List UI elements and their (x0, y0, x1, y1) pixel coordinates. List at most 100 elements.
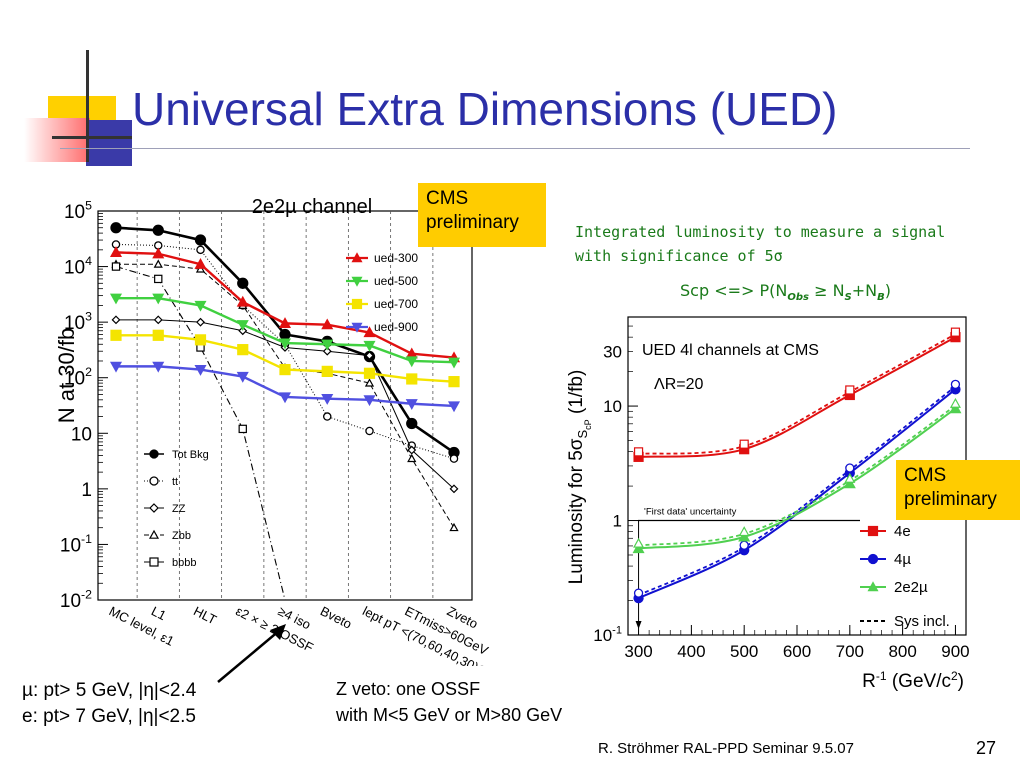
cutflow-plot-group: 10-2 10-1 1 10 102 103 104 105 N at 30/fb 2e2µ ch… (54, 196, 505, 666)
data-point-tt (196, 245, 205, 255)
y-tick-label: 10-1 (60, 532, 92, 557)
legend-label-zbb: Zbb (172, 530, 191, 542)
cut-arrow (217, 624, 286, 683)
scp-mid: ≥ N (808, 281, 845, 300)
author-footer: R. Ströhmer RAL-PPD Seminar 9.5.07 (598, 740, 854, 757)
data-point-bbbb (111, 262, 121, 271)
data-point-ued-700 (237, 344, 249, 356)
sys-point-4mu (845, 463, 855, 473)
scp-sub-s: S (844, 292, 852, 304)
data-point-zbb (153, 259, 163, 268)
data-point-ued-900 (194, 364, 207, 376)
legend-marker-tot-bkg (149, 449, 159, 459)
data-point-tot-bkg (279, 328, 291, 341)
zveto-line-1: Z veto: one OSSF (336, 679, 481, 699)
luminosity-plot-group: 300 400 500 600 700 800 900 10-1 1 10 30 R-1 (GeV/c… (566, 316, 970, 692)
sys-point-4e (845, 385, 855, 395)
series-line-4e (638, 336, 956, 458)
slide-title: Universal Extra Dimensions (UED) (132, 83, 838, 135)
data-point-tot-bkg (194, 234, 207, 246)
page-number: 27 (976, 738, 997, 758)
y-tick-label: 102 (64, 365, 92, 390)
series-sys-line-4e (638, 333, 956, 455)
legend-marker-4mu (867, 553, 879, 565)
lumi-note: Integrated luminosity to measure a signa… (575, 220, 945, 268)
zveto-note: Z veto: one OSSF with M<5 GeV or M>80 Ge… (336, 676, 562, 728)
lumi-note-line-1: Integrated luminosity to measure a signa… (575, 223, 946, 241)
legend-label-ued-300: ued-300 (374, 251, 418, 265)
data-point-bbbb (238, 424, 247, 434)
data-point-zz (365, 351, 374, 361)
sys-point-2e2mu (844, 472, 856, 483)
y-tick-label: 10-2 (60, 587, 92, 612)
data-point-tt (365, 426, 374, 436)
data-point-zz (449, 484, 459, 494)
legend-marker-bbbb (149, 557, 159, 567)
data-point-ued-300 (363, 326, 376, 338)
legend-marker-2e2mu (867, 581, 879, 592)
y-tick-label: 1 (613, 512, 622, 531)
x-tick-label: 700 (836, 642, 864, 661)
logo-vertical-line (86, 50, 89, 162)
data-point-ued-300 (321, 318, 334, 330)
data-point-ued-500 (236, 320, 249, 331)
data-point-zz (196, 317, 205, 327)
scp-text: Scp <=> P(N (680, 281, 788, 300)
data-point-tot-bkg (152, 224, 164, 236)
chart-annotation: ΛR=20 (654, 376, 703, 393)
reference-line-label: 'First data' uncertainty (644, 507, 737, 518)
series-line-zbb (116, 263, 455, 528)
x-axis-label: R-1 (GeV/c2) (862, 669, 964, 692)
series-line-2e2mu (638, 407, 957, 550)
legend-label-sys: Sys incl. (894, 613, 950, 630)
sys-point-4e (950, 327, 961, 337)
data-point-ued-700 (321, 365, 333, 377)
legend-label-4mu: 4µ (894, 551, 911, 568)
cutflow-chart: 10-2 10-1 1 10 102 103 104 105 N at 30/fb 2e2µ ch… (54, 196, 505, 666)
plot-frame (97, 210, 473, 601)
cms-preliminary-label-right: CMS preliminary (896, 460, 1020, 520)
legend-marker-ued-500 (351, 276, 363, 287)
lumi-note-line-2: with significance of 5σ (575, 247, 783, 265)
sys-point-2e2mu (949, 397, 961, 408)
x-tick-label: 600 (783, 642, 811, 661)
scp-close: ) (884, 281, 891, 300)
legend-label-bbbb: bbbb (172, 557, 196, 569)
scp-definition: Scp <=> P(NObs ≥ NS+NB) (680, 281, 891, 303)
sys-point-4mu (950, 379, 961, 389)
y-tick-label: 10 (71, 424, 92, 445)
data-point-ued-500 (109, 293, 123, 305)
chart-title: 2e2µ channel (252, 196, 373, 218)
y-tick-label: 104 (64, 254, 92, 279)
data-point-ued-500 (152, 293, 165, 305)
y-axis-label: Luminosity for 5σScP (1/fb) (566, 370, 593, 585)
series-line-bbbb (115, 266, 286, 601)
y-tick-label: 30 (603, 342, 622, 361)
data-point-zbb (449, 522, 459, 532)
data-point-zbb (407, 453, 417, 463)
data-point-ued-500 (194, 300, 207, 312)
data-point-ued-300 (194, 258, 207, 269)
legend-marker-ued-700 (351, 298, 363, 310)
data-point-ued-900 (152, 361, 165, 373)
x-tick-label: 400 (677, 642, 705, 661)
data-point-ued-300 (278, 317, 292, 328)
data-point-zz (111, 315, 121, 325)
legend-label-tt: tt (172, 476, 178, 488)
series-line-4mu (638, 388, 957, 600)
data-point-ued-900 (321, 394, 334, 405)
data-point-ued-500 (447, 357, 461, 369)
data-point-zz (407, 445, 417, 455)
data-point-tt (322, 412, 332, 421)
x-tick-label: 900 (941, 642, 969, 661)
data-point-2e2mu (632, 542, 645, 554)
data-point-tot-bkg (406, 417, 418, 430)
data-point-ued-700 (363, 367, 376, 379)
data-point-ued-700 (194, 334, 207, 346)
legend-label-ued-500: ued-500 (374, 274, 418, 288)
data-point-2e2mu (843, 477, 856, 489)
muon-cut-text: µ: pt> 5 GeV, |η|<2.4 (22, 680, 197, 701)
legend-marker-ued-900 (351, 322, 363, 333)
y-axis-label: N at 30/fb (54, 328, 79, 423)
electron-cut-text: e: pt> 7 GeV, |η|<2.5 (22, 706, 196, 727)
